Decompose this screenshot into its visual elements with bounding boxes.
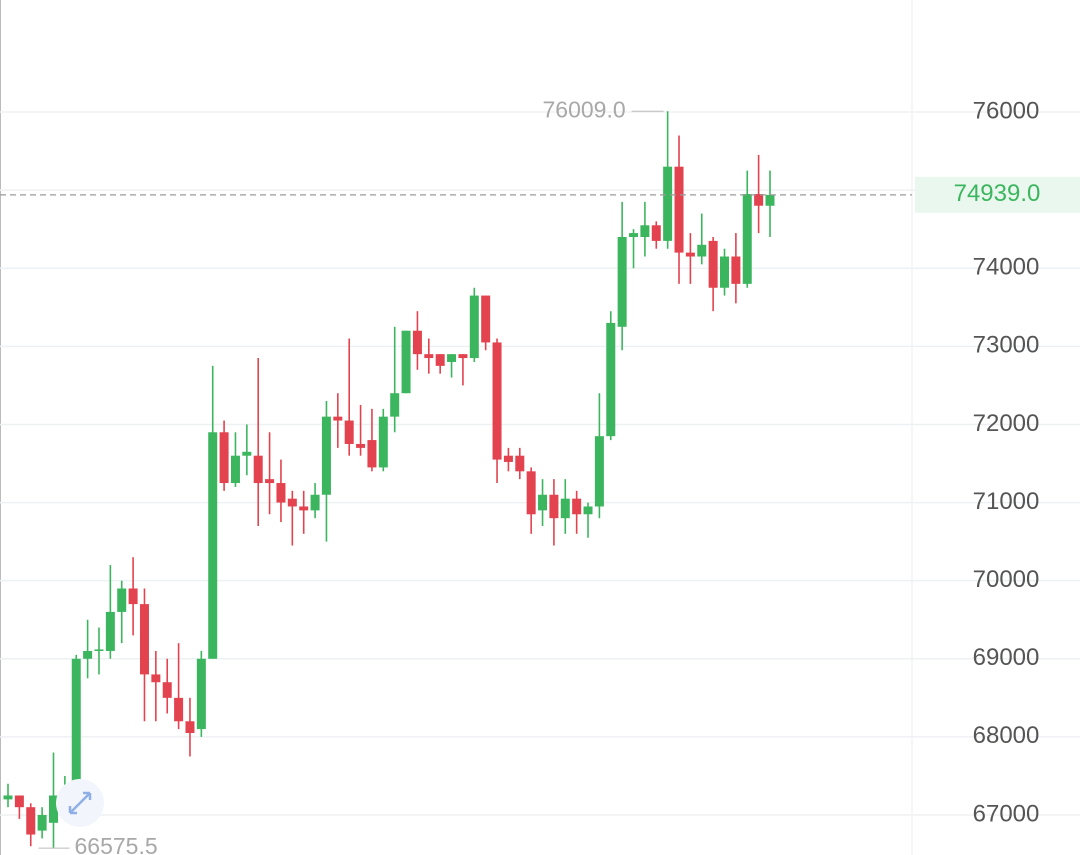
candle-body: [128, 588, 138, 605]
candle-body: [276, 483, 286, 503]
candle-body: [492, 342, 502, 460]
y-tick-label: 68000: [973, 722, 1040, 749]
candle-body: [594, 436, 604, 507]
candle-body: [708, 240, 718, 288]
y-tick-label: 70000: [973, 566, 1040, 593]
candle-body: [265, 479, 275, 484]
candle-body: [503, 455, 513, 462]
candle-body: [14, 795, 24, 808]
candle-body: [651, 225, 661, 241]
candle-body: [185, 721, 195, 733]
candle-body: [458, 354, 468, 359]
y-tick-label: 72000: [973, 410, 1040, 437]
candle-body: [117, 588, 127, 612]
candle-body: [606, 322, 616, 437]
candle-body: [617, 236, 627, 327]
candle-body: [367, 440, 377, 468]
grid: 67000 68000 69000 70000 71000 72000 73000 74000…: [0, 97, 1080, 827]
candle-body: [640, 225, 650, 237]
candle-body: [242, 451, 252, 456]
candle-body: [321, 416, 331, 495]
candle-body: [162, 682, 172, 698]
candle-body: [151, 674, 161, 683]
max-label: 76009.0: [543, 96, 626, 122]
candle-body: [526, 471, 536, 515]
candle-body: [48, 795, 58, 823]
expand-icon[interactable]: [56, 779, 104, 827]
candle-body: [583, 506, 593, 515]
candle-body: [549, 494, 559, 519]
candle-body: [572, 498, 582, 515]
y-tick-label: 71000: [973, 488, 1040, 515]
y-tick-label: 73000: [973, 332, 1040, 359]
candle-body: [299, 506, 309, 511]
candle-body: [287, 498, 297, 507]
candle-body: [390, 393, 400, 417]
candle-body: [412, 330, 422, 355]
candle-body: [754, 194, 764, 206]
candle-body: [481, 295, 491, 343]
candle-body: [94, 649, 104, 651]
candle-body: [71, 658, 81, 792]
last-price-badge: [915, 176, 1080, 213]
candle-body: [356, 443, 366, 448]
candle-body: [731, 256, 741, 284]
candle-body: [344, 420, 354, 444]
min-label: 66575.5: [74, 833, 157, 855]
candle-body: [742, 194, 752, 284]
candle-body: [253, 455, 263, 484]
candle-body: [174, 697, 184, 722]
candle-body: [333, 416, 343, 421]
candle-body: [196, 658, 206, 730]
candle-body: [697, 244, 707, 257]
annotations: 76009.0 66575.5 74939.0: [0, 96, 1080, 855]
candle-body: [538, 494, 548, 511]
candle-body: [515, 455, 525, 472]
candles: [3, 111, 775, 849]
candle-body: [105, 611, 115, 651]
candle-body: [208, 432, 218, 659]
candle-body: [3, 795, 13, 800]
candle-body: [469, 295, 479, 359]
candle-body: [310, 494, 320, 511]
candle-body: [139, 604, 149, 675]
candle-body: [435, 354, 445, 366]
candle-body: [424, 354, 434, 359]
y-tick-label: 69000: [973, 644, 1040, 671]
y-tick-label: 67000: [973, 800, 1040, 827]
candle-body: [560, 498, 570, 519]
candle-body: [401, 330, 411, 394]
candle-body: [765, 194, 775, 206]
y-tick-label: 74000: [973, 254, 1040, 281]
candle-body: [447, 354, 457, 362]
last-price-label: 74939.0: [954, 180, 1041, 207]
candle-body: [230, 455, 240, 484]
candle-body: [37, 815, 47, 831]
candle-body: [720, 256, 730, 288]
candle-body: [378, 416, 388, 468]
candle-body: [674, 166, 684, 253]
candle-body: [219, 432, 229, 484]
candle-body: [26, 807, 36, 835]
candle-body: [629, 233, 639, 237]
y-tick-label: 76000: [973, 97, 1040, 124]
candle-body: [663, 166, 673, 241]
candle-body: [83, 650, 93, 659]
candle-body: [685, 252, 695, 257]
